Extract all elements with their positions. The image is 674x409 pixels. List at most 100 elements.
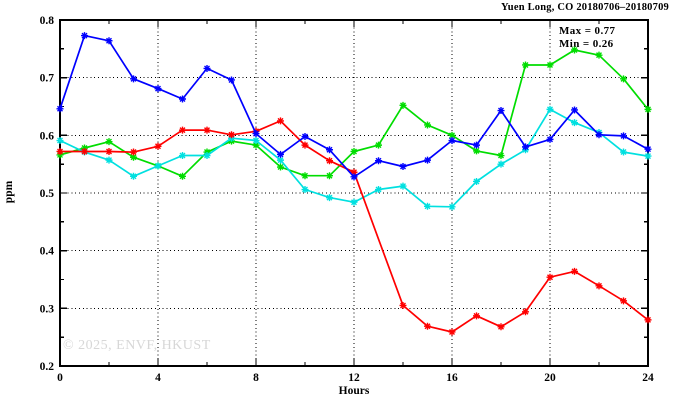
series-red-marker — [350, 168, 358, 176]
series-green-markers — [56, 46, 652, 180]
series-blue-marker — [105, 37, 113, 45]
series-cyan-marker — [497, 160, 505, 168]
svg-text:0: 0 — [57, 372, 63, 384]
series-green-marker — [350, 147, 358, 155]
series-cyan-marker — [130, 172, 137, 180]
series-green-marker — [571, 46, 578, 54]
series-green-marker — [326, 172, 333, 180]
series-cyan-line — [59, 108, 649, 208]
series-green-marker — [497, 152, 505, 160]
svg-text:0.6: 0.6 — [40, 130, 55, 142]
series-cyan-marker — [301, 186, 309, 194]
series-green-marker — [130, 153, 137, 161]
svg-text:0.2: 0.2 — [40, 361, 55, 373]
svg-text:12: 12 — [348, 372, 360, 384]
series-red-marker — [448, 328, 456, 336]
svg-text:8: 8 — [253, 372, 259, 384]
series-green-marker — [399, 101, 407, 109]
series-green-marker — [620, 75, 627, 83]
series-cyan-marker — [571, 119, 578, 127]
series-green-marker — [644, 105, 652, 113]
svg-text:0.5: 0.5 — [40, 188, 55, 200]
series-cyan-marker — [326, 194, 333, 202]
series-cyan-marker — [203, 152, 211, 160]
series-cyan-marker — [620, 148, 627, 156]
series-red-marker — [399, 301, 407, 309]
series-red-marker — [620, 297, 627, 305]
series-green-marker — [375, 141, 382, 149]
series-blue-marker — [179, 95, 186, 103]
series-red-marker — [473, 312, 480, 320]
series-blue-marker — [571, 106, 578, 114]
svg-text:0.4: 0.4 — [40, 246, 55, 258]
series-blue-marker — [252, 130, 260, 138]
series-blue — [56, 32, 652, 181]
series-blue-marker — [595, 131, 603, 139]
series-red-marker — [326, 157, 333, 165]
series-blue-marker — [448, 137, 456, 145]
series-blue-marker — [301, 132, 309, 140]
series-blue-markers — [56, 32, 652, 181]
watermark: © 2025, ENVF, HKUST — [63, 338, 211, 353]
svg-text:4: 4 — [155, 372, 161, 384]
series-blue-marker — [350, 173, 358, 181]
svg-text:0.7: 0.7 — [40, 73, 55, 85]
series-cyan-marker — [473, 177, 480, 185]
series-cyan-marker — [375, 186, 382, 194]
series-cyan-marker — [399, 182, 407, 190]
series-cyan-marker — [424, 202, 431, 210]
svg-text:20: 20 — [544, 372, 556, 384]
series-red — [56, 117, 652, 336]
axis-ticks — [59, 19, 649, 367]
max-annotation: Max = 0.77 — [559, 25, 616, 37]
svg-text:0.8: 0.8 — [40, 15, 55, 27]
series-cyan-marker — [546, 105, 554, 113]
series-blue-marker — [130, 75, 137, 83]
series-red-marker — [546, 273, 554, 281]
series-green-marker — [448, 131, 456, 139]
series-blue-marker — [56, 105, 64, 113]
series-cyan-marker — [105, 156, 113, 164]
series-cyan — [56, 105, 652, 211]
series-green-marker — [522, 61, 529, 69]
x-tick-labels: 0 4 8 12 16 20 24 — [57, 372, 654, 384]
series-cyan-markers — [56, 105, 652, 211]
series-green-marker — [105, 138, 113, 146]
series-red-marker — [522, 308, 529, 316]
series-red-marker — [301, 141, 309, 149]
svg-text:16: 16 — [446, 372, 458, 384]
series-red-marker — [644, 316, 652, 324]
chart-title: Yuen Long, CO 20180706–20180709 — [500, 2, 669, 13]
series-blue-line — [59, 34, 649, 178]
series-cyan-marker — [56, 137, 64, 145]
series-green-marker — [179, 172, 186, 180]
min-annotation: Min = 0.26 — [559, 38, 614, 50]
series-blue-marker — [620, 132, 627, 140]
series-green-marker — [595, 51, 603, 59]
series-red-markers — [56, 117, 652, 336]
series-red-marker — [81, 147, 88, 155]
series-green-marker — [473, 147, 480, 155]
series-cyan-marker — [252, 137, 260, 145]
series-blue-marker — [424, 156, 431, 164]
series-green-marker — [277, 163, 284, 171]
series-blue-marker — [228, 76, 235, 84]
series-cyan-marker — [277, 156, 284, 164]
series-red-marker — [424, 322, 431, 330]
series-blue-marker — [277, 150, 284, 158]
series-cyan-marker — [350, 198, 358, 206]
series-red-marker — [203, 126, 211, 134]
series-blue-marker — [644, 145, 652, 153]
series-green-marker — [252, 141, 260, 149]
series-blue-marker — [473, 141, 480, 149]
series-red-marker — [228, 131, 235, 139]
series-red-marker — [154, 142, 162, 150]
svg-text:24: 24 — [642, 372, 654, 384]
series-blue-marker — [154, 85, 162, 93]
series-red-marker — [179, 126, 186, 134]
series-red-marker — [105, 147, 113, 155]
gridlines — [60, 20, 648, 366]
series-blue-marker — [522, 143, 529, 151]
series-green-marker — [424, 121, 431, 129]
